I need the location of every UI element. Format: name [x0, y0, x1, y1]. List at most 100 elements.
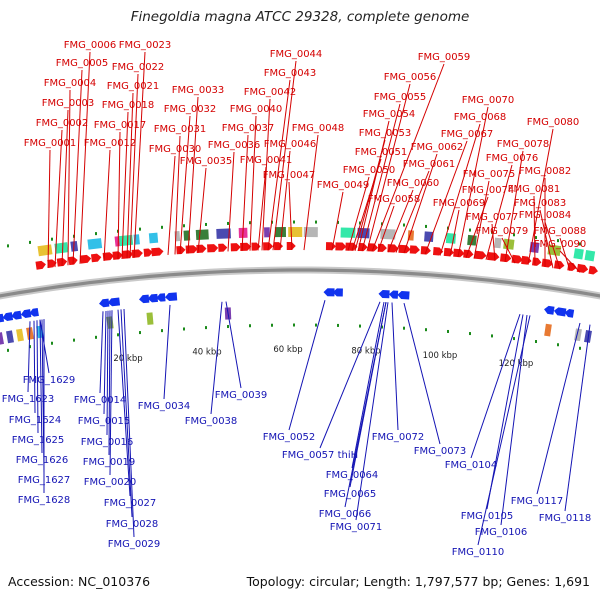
reverse-gene-arrow — [378, 289, 390, 299]
label-leader-line — [559, 250, 581, 273]
scale-label: 40 kbp — [192, 348, 221, 358]
forward-gene-arrow — [398, 244, 411, 254]
label-leader-line — [197, 167, 207, 253]
forward-gene-arrow — [487, 251, 500, 261]
forward-gene-arrow — [409, 245, 420, 254]
gene-label: FMG_0062 — [411, 142, 464, 153]
label-leader-line — [288, 300, 326, 431]
tick-mark — [205, 326, 207, 330]
feature-block — [380, 228, 396, 240]
forward-gene-arrow — [420, 246, 431, 255]
label-leader-line — [257, 166, 267, 251]
gene-label: FMG_0016 — [81, 437, 134, 448]
forward-gene-arrow — [588, 265, 598, 275]
gene-label: FMG_1629 — [23, 375, 76, 386]
gene-label: FMG_0072 — [372, 432, 425, 443]
forward-gene-arrow — [576, 263, 589, 273]
tick-mark — [535, 236, 537, 240]
tick-mark — [117, 333, 119, 337]
forward-gene-arrow — [531, 257, 542, 266]
tick-mark — [293, 323, 295, 327]
label-leader-line — [344, 302, 387, 508]
forward-gene-arrow — [143, 248, 153, 257]
gene-label: FMG_0014 — [74, 395, 127, 406]
forward-gene-arrow — [251, 242, 261, 251]
scale-label: 100 kbp — [423, 351, 458, 361]
forward-gene-arrow — [463, 249, 474, 259]
label-leader-line — [27, 321, 31, 393]
forward-gene-arrow — [207, 244, 219, 253]
gene-label: FMG_0015 — [78, 416, 131, 427]
label-leader-line — [371, 63, 445, 252]
gene-label: FMG_0029 — [108, 539, 161, 550]
gene-label: FMG_0110 — [452, 547, 505, 558]
label-leader-line — [163, 304, 171, 400]
gene-label: FMG_0074 — [462, 185, 515, 196]
feature-block — [288, 226, 303, 238]
feature-block — [146, 312, 154, 325]
gene-label: FMG_0050 — [343, 165, 396, 176]
forward-gene-arrow — [47, 259, 57, 268]
label-leader-line — [357, 120, 390, 252]
scale-label: 80 kbp — [351, 346, 380, 356]
gene-label: FMG_0046 — [264, 139, 317, 150]
gene-label: FMG_0043 — [264, 68, 317, 79]
tick-mark — [579, 346, 581, 350]
gene-label: FMG_0070 — [462, 95, 515, 106]
tick-mark — [161, 329, 163, 333]
feature-block — [573, 248, 584, 260]
gene-label: FMG_0071 — [330, 522, 383, 533]
tick-mark — [29, 345, 31, 349]
gene-label: FMG_0067 — [441, 129, 494, 140]
gene-label: FMG_0069 — [433, 198, 486, 209]
label-leader-line — [187, 96, 199, 254]
feature-block — [54, 242, 69, 254]
gene-label: FMG_0005 — [56, 58, 109, 69]
forward-gene-arrow — [35, 260, 46, 270]
tick-mark — [425, 328, 427, 332]
label-leader-line — [225, 301, 242, 389]
gene-label: FMG_0104 — [445, 460, 498, 471]
label-leader-line — [491, 223, 496, 261]
gene-label: FMG_0058 — [368, 194, 421, 205]
label-leader-line — [288, 181, 293, 251]
gene-label: FMG_0079 — [476, 226, 529, 237]
label-leader-line — [174, 135, 181, 255]
tick-mark — [381, 325, 383, 329]
label-leader-line — [61, 109, 69, 267]
label-leader-line — [395, 170, 430, 253]
label-leader-line — [120, 309, 133, 518]
feature-block — [424, 231, 434, 242]
tick-mark — [293, 220, 295, 224]
gene-label: FMG_1624 — [9, 415, 62, 426]
backbone-shadow — [0, 266, 600, 300]
forward-gene-arrow — [90, 253, 102, 263]
feature-block — [584, 249, 596, 262]
forward-gene-arrow — [335, 242, 347, 251]
label-leader-line — [319, 301, 381, 449]
gene-label: FMG_0117 — [511, 496, 564, 507]
label-leader-line — [167, 155, 176, 255]
scale-label: 120 kbp — [499, 359, 534, 369]
tick-mark — [315, 323, 317, 327]
gene-label: FMG_0054 — [363, 109, 416, 120]
gene-label: FMG_1623 — [2, 394, 55, 405]
gene-label: FMG_0038 — [185, 416, 238, 427]
label-leader-line — [361, 103, 401, 252]
label-leader-line — [267, 79, 291, 251]
tick-mark — [491, 334, 493, 338]
forward-gene-arrow — [79, 254, 92, 264]
forward-gene-arrow — [273, 242, 284, 251]
gene-label: FMG_0075 — [463, 169, 516, 180]
label-leader-line — [564, 324, 591, 512]
gene-label: FMG_0066 — [319, 509, 372, 520]
label-leader-line — [210, 301, 223, 415]
reverse-gene-arrow — [2, 312, 14, 322]
tick-mark — [469, 332, 471, 336]
gene-label: FMG_0073 — [414, 446, 467, 457]
forward-gene-arrow — [325, 242, 336, 251]
gene-label: FMG_0039 — [215, 390, 268, 401]
gene-label: FMG_0004 — [44, 78, 97, 89]
tick-mark — [425, 224, 427, 228]
